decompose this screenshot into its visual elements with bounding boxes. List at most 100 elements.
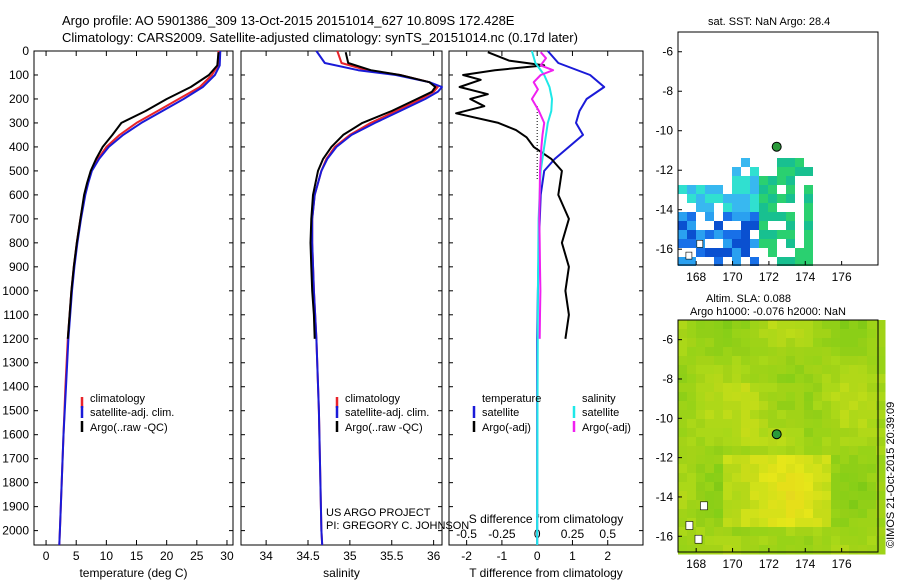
sla-cell [759,518,769,528]
sla-cell [822,509,832,519]
sla-cell [687,464,697,474]
sla-cell [777,509,787,519]
sla-cell [723,374,733,384]
sla-cell [822,500,832,510]
sla-cell [840,464,850,474]
sla-cell [867,500,877,510]
sla-cell [813,410,823,420]
x-tick-label: 1 [569,549,576,563]
sla-cell [786,347,796,357]
sla-cell [822,464,832,474]
sla-cell [840,482,850,492]
sla-cell [858,329,868,339]
sla-cell [867,536,877,546]
sla-cell [813,473,823,483]
sla-cell [786,482,796,492]
sla-cell [714,482,724,492]
sla-cell [822,491,832,501]
x-tick-label: 176 [832,557,852,571]
sla-cell [768,437,778,447]
sla-cell [678,473,688,483]
salinity-panel: 34 34.5 35 35.5 36 salinity [240,50,443,580]
sla-cell [822,455,832,465]
sla-cell [732,419,742,429]
sla-cell [858,392,868,402]
sla-cell [777,491,787,501]
sla-cell [858,518,868,528]
sla-cell [858,527,868,537]
y-tick-label: -12 [656,451,674,465]
sla-cell [777,329,787,339]
sla-cell [777,320,787,330]
sst-cell [786,212,795,221]
sla-cell [741,320,751,330]
sst-cell [741,203,750,212]
sst-cell [786,158,795,167]
sst-cell [786,230,795,239]
sla-cell [678,491,688,501]
y-tick-label: -16 [656,242,674,256]
sla-cell [822,545,832,555]
sla-cell [705,527,715,537]
sla-cell [858,491,868,501]
sst-cell [786,221,795,230]
sla-cell [759,419,769,429]
sla-cell [831,374,841,384]
sla-cell [723,437,733,447]
x-tick-label: 172 [759,557,779,571]
sla-cell [687,473,697,483]
sla-cell [714,419,724,429]
salinity-legend: climatology satellite-adj. clim. Argo(..… [335,393,429,434]
sla-cell [714,410,724,420]
sla-cell [678,509,688,519]
sla-cell [804,464,814,474]
sla-cell [759,482,769,492]
sla-cell [804,455,814,465]
sla-cell [795,365,805,375]
sla-cell [804,374,814,384]
sla-cell [804,527,814,537]
x-tick-label: 168 [686,270,706,284]
sst-cell [723,230,732,239]
sla-cell [678,518,688,528]
sla-cell [795,473,805,483]
sla-cell [687,383,697,393]
sla-cell [678,536,688,546]
series-line [309,51,437,339]
sla-cell [795,527,805,537]
sla-cell [876,392,886,402]
pi-credit: PI: GREGORY C. JOHNSON [326,520,469,532]
y-tick-label: -10 [656,124,674,138]
profile-marker [771,141,782,152]
sst-cell [804,230,813,239]
sst-cell [741,194,750,203]
sst-cell [750,221,759,230]
sla-cell [786,428,796,438]
sla-cell [786,500,796,510]
sla-cell [768,410,778,420]
sla-cell [723,419,733,429]
sst-cell [786,239,795,248]
sla-cell [714,437,724,447]
s-tick-label: 0.5 [599,527,616,541]
sla-cell [741,419,751,429]
sla-cell [759,428,769,438]
sla-cell [849,338,859,348]
sst-cell [705,194,714,203]
sla-cell [723,356,733,366]
sla-cell [831,392,841,402]
sla-cell [696,401,706,411]
x-tick-label: 15 [130,549,144,563]
y-tick-label: 2000 [2,524,29,538]
island [685,521,694,530]
sst-cell [786,167,795,176]
sla-cell [813,365,823,375]
sst-cell [750,203,759,212]
sst-cell [705,185,714,194]
sla-cell [750,329,760,339]
sst-cell [741,230,750,239]
x-tick-label: 174 [795,557,815,571]
sla-cell [750,527,760,537]
sla-cell [750,347,760,357]
header-line-2: Climatology: CARS2009. Satellite-adjuste… [62,30,578,45]
